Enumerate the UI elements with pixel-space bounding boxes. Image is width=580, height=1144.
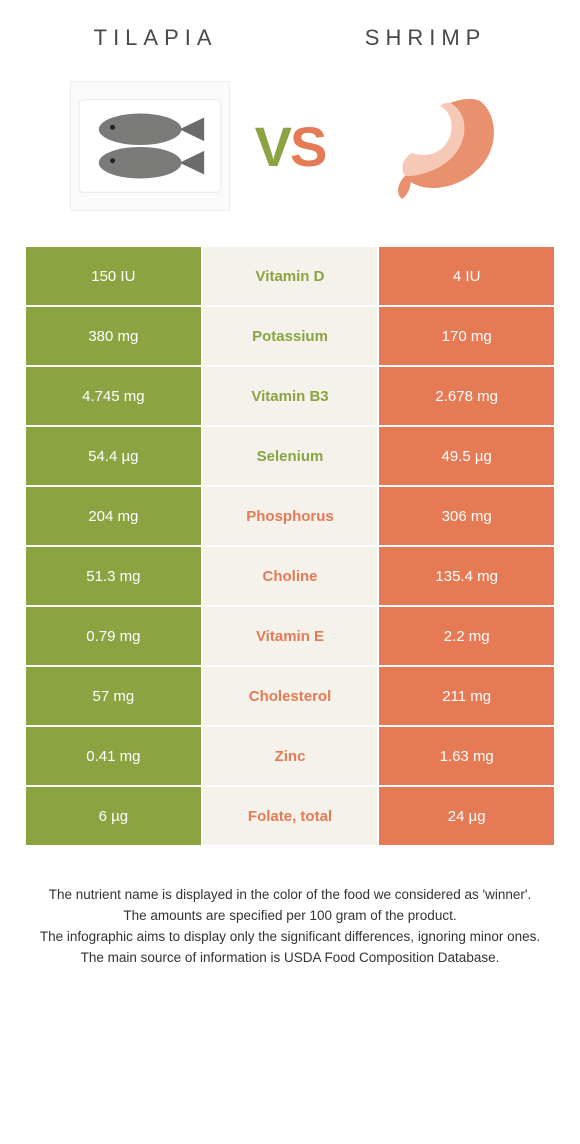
footnotes: The nutrient name is displayed in the co… [0, 846, 580, 1000]
nutrient-table: 150 IUVitamin D4 IU380 mgPotassium170 mg… [25, 246, 555, 846]
right-value: 24 µg [378, 786, 555, 846]
table-row: 51.3 mgCholine135.4 mg [25, 546, 555, 606]
footnote-line: The nutrient name is displayed in the co… [30, 886, 550, 905]
vs-v: V [255, 115, 290, 178]
right-value: 135.4 mg [378, 546, 555, 606]
right-value: 2.2 mg [378, 606, 555, 666]
table-row: 4.745 mgVitamin B32.678 mg [25, 366, 555, 426]
footnote-line: The amounts are specified per 100 gram o… [30, 907, 550, 926]
right-value: 306 mg [378, 486, 555, 546]
footnote-line: The main source of information is USDA F… [30, 949, 550, 968]
left-value: 4.745 mg [25, 366, 202, 426]
left-value: 0.41 mg [25, 726, 202, 786]
right-food-title: SHRIMP [365, 25, 487, 51]
table-row: 57 mgCholesterol211 mg [25, 666, 555, 726]
left-food-title: TILAPIA [94, 25, 218, 51]
table-row: 0.41 mgZinc1.63 mg [25, 726, 555, 786]
table-row: 0.79 mgVitamin E2.2 mg [25, 606, 555, 666]
nutrient-name: Vitamin B3 [202, 366, 379, 426]
vs-label: VS [255, 114, 326, 179]
fish-icon [71, 82, 229, 210]
left-value: 6 µg [25, 786, 202, 846]
left-value: 0.79 mg [25, 606, 202, 666]
nutrient-name: Zinc [202, 726, 379, 786]
header: TILAPIA SHRIMP [0, 0, 580, 61]
left-value: 204 mg [25, 486, 202, 546]
tilapia-image [70, 81, 230, 211]
right-value: 211 mg [378, 666, 555, 726]
nutrient-name: Vitamin E [202, 606, 379, 666]
nutrient-name: Vitamin D [202, 246, 379, 306]
left-value: 380 mg [25, 306, 202, 366]
table-row: 6 µgFolate, total24 µg [25, 786, 555, 846]
nutrient-name: Cholesterol [202, 666, 379, 726]
table-row: 54.4 µgSelenium49.5 µg [25, 426, 555, 486]
right-value: 2.678 mg [378, 366, 555, 426]
vs-s: S [290, 115, 325, 178]
shrimp-image [350, 81, 510, 211]
left-value: 57 mg [25, 666, 202, 726]
nutrient-name: Folate, total [202, 786, 379, 846]
nutrient-name: Phosphorus [202, 486, 379, 546]
table-row: 204 mgPhosphorus306 mg [25, 486, 555, 546]
footnote-line: The infographic aims to display only the… [30, 928, 550, 947]
hero-row: VS [0, 61, 580, 246]
left-value: 150 IU [25, 246, 202, 306]
nutrient-name: Choline [202, 546, 379, 606]
right-value: 170 mg [378, 306, 555, 366]
table-row: 380 mgPotassium170 mg [25, 306, 555, 366]
table-row: 150 IUVitamin D4 IU [25, 246, 555, 306]
right-value: 49.5 µg [378, 426, 555, 486]
nutrient-name: Selenium [202, 426, 379, 486]
left-value: 51.3 mg [25, 546, 202, 606]
shrimp-icon [350, 81, 510, 211]
nutrient-name: Potassium [202, 306, 379, 366]
left-value: 54.4 µg [25, 426, 202, 486]
right-value: 4 IU [378, 246, 555, 306]
right-value: 1.63 mg [378, 726, 555, 786]
